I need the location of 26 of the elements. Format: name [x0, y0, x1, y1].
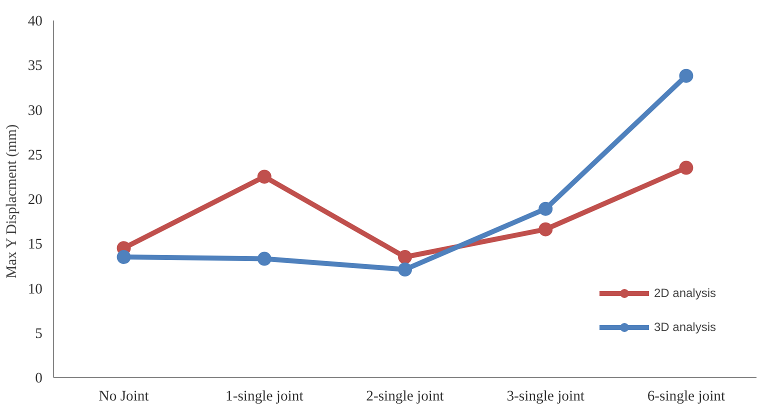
y-tick-label: 15 [28, 236, 42, 253]
y-tick-label: 5 [35, 326, 42, 342]
point [538, 202, 553, 216]
point [538, 222, 553, 236]
y-tick-label: 0 [35, 370, 42, 386]
point [257, 170, 272, 184]
y-tick-label: 40 [28, 14, 42, 30]
x-tick-label: 6-single joint [647, 388, 726, 404]
legend-label: 2D analysis [654, 286, 716, 300]
point [116, 250, 131, 264]
x-tick-label: No Joint [98, 388, 149, 404]
y-tick-label: 35 [28, 58, 42, 74]
y-axis-title: Max Y Displacment (mm) [4, 124, 20, 278]
x-tick-label: 2-single joint [366, 388, 444, 404]
y-tick-label: 20 [28, 192, 42, 208]
legend-label: 3D analysis [654, 320, 716, 334]
x-tick-label: 1-single joint [226, 388, 304, 404]
y-tick-label: 25 [28, 147, 42, 164]
point [398, 262, 412, 276]
y-tick-label: 10 [28, 281, 42, 298]
point [257, 252, 272, 266]
point [679, 160, 694, 175]
y-tick-label: 30 [28, 102, 42, 119]
point [398, 250, 412, 264]
x-tick-label: 3-single joint [506, 388, 584, 404]
point [679, 68, 694, 83]
